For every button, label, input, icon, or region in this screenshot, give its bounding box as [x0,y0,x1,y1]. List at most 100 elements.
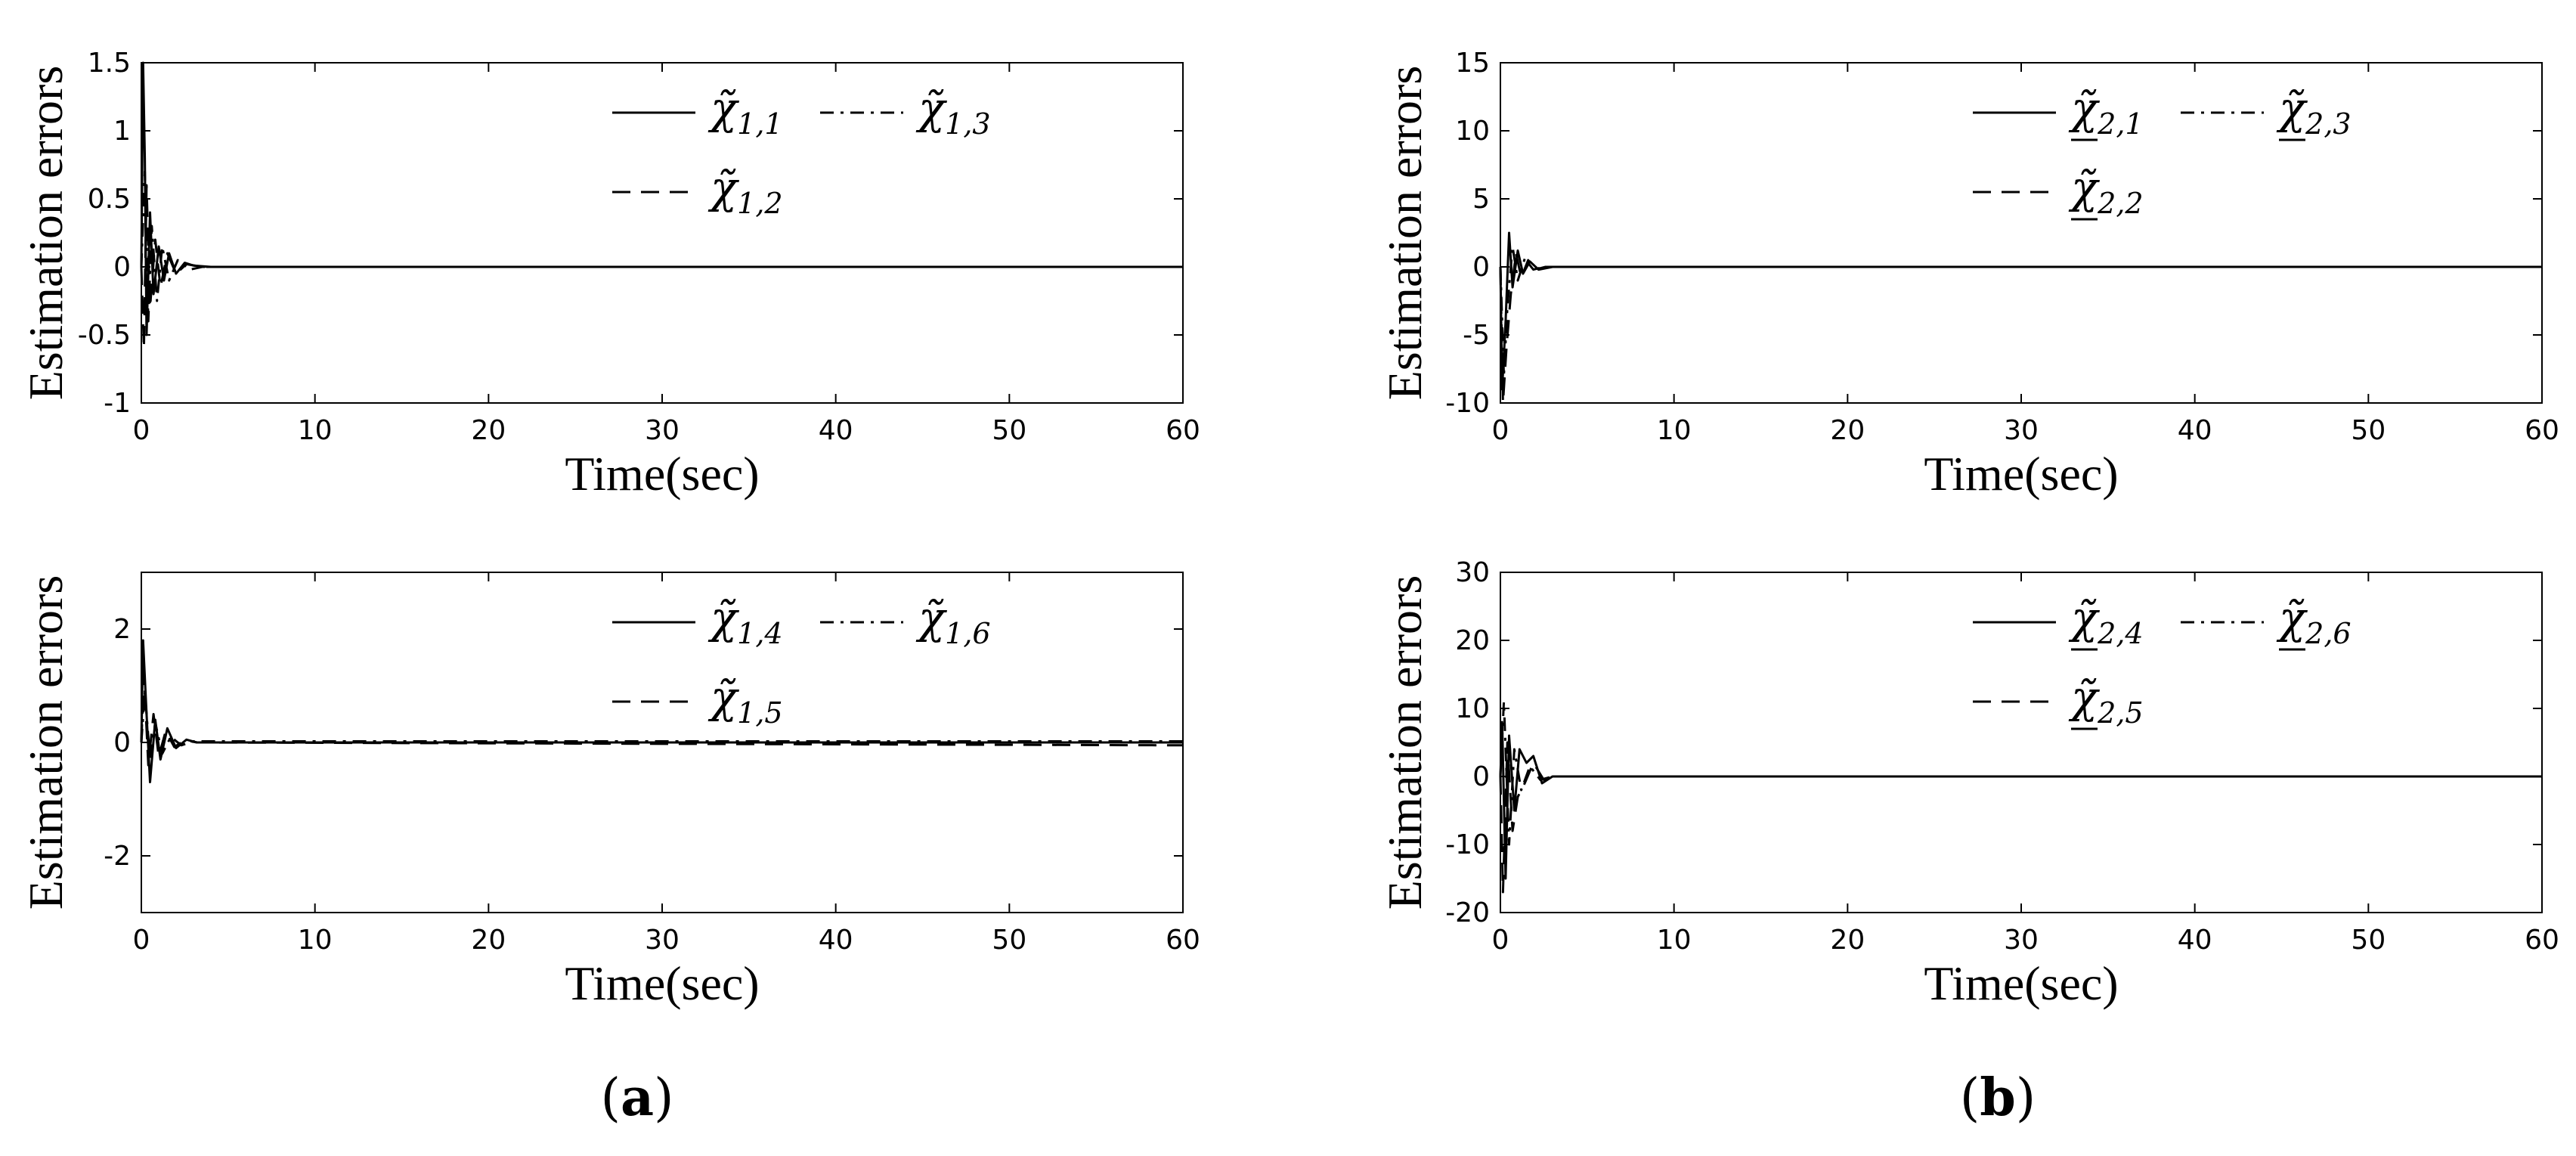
y-tick-label: -10 [1445,829,1490,860]
x-tick-label: 60 [1166,415,1200,446]
x-tick-label: 0 [1492,925,1509,956]
x-tick-label: 10 [1657,925,1692,956]
chart-panel-1: 0 10 20 30 40 50 60 -1 -0.5 0 0.5 1 1.5 Time(sec) Esti… [19,48,1200,501]
series-line-1-2 [140,184,1183,350]
legend-subscript: 1,4 [737,617,782,650]
legend-subscript: 1,5 [737,696,782,730]
legend-label-2-4: χ̃2,4 [2068,592,2144,650]
y-tick-label: -20 [1445,897,1490,928]
legend-label-2-6: χ̃2,6 [2276,592,2352,650]
series-line-1-6 [140,690,1183,761]
y-tick-label: 1.5 [88,48,131,79]
chart-panel-2: 0 10 20 30 40 50 60 -10 -5 0 5 10 15 Time(sec) Estimat… [1378,48,2559,501]
x-tick-label: 40 [819,415,853,446]
legend-subscript: 2,2 [2097,187,2143,220]
series-line-1-1 [140,61,1183,336]
y-axis-label: Estimation errors [1378,66,1432,401]
x-tick-label: 60 [1166,925,1200,956]
y-tick-label: 0 [113,727,131,758]
x-tick-label: 30 [645,415,680,446]
y-tick-label: 20 [1455,625,1490,656]
series-line-2-6 [1499,700,2542,846]
y-tick-label: 10 [1455,116,1490,147]
legend-subscript: 1,3 [945,107,990,141]
legend-label-1-3: χ̃1,3 [915,82,991,141]
y-tick-label: 0 [113,252,131,283]
legend-label-2-3: χ̃2,3 [2276,82,2352,141]
legend-label-1-5: χ̃1,5 [707,671,783,730]
series-line-2-5 [1499,741,2542,894]
x-tick-label: 60 [2525,415,2559,446]
legend-label-2-2: χ̃2,2 [2068,162,2144,220]
chart-panel-4: 0 10 20 30 40 50 60-20-100102030Time(sec)Estim… [1378,557,2559,1010]
legend-label-2-1: χ̃2,1 [2068,82,2144,141]
x-tick-label: 20 [471,925,506,956]
legend-label-1-4: χ̃1,4 [707,592,783,650]
y-tick-label: 1 [113,116,131,147]
y-axis-label: Estimation errors [19,66,73,401]
x-tick-label: 30 [2004,925,2039,956]
x-tick-label: 10 [298,415,333,446]
y-tick-label: -1 [104,388,131,419]
x-axis-label: Time(sec) [565,956,759,1010]
series-line-1-3 [140,170,1183,323]
x-tick-label: 20 [1830,415,1865,446]
x-tick-label: 30 [2004,415,2039,446]
y-axis-label: Estimation errors [1378,575,1432,910]
x-axis-label: Time(sec) [1924,956,2118,1010]
y-tick-label: 2 [113,614,131,645]
legend-label-1-6: χ̃1,6 [915,592,991,650]
x-tick-label: 0 [1492,415,1509,446]
legend-subscript: 1,2 [737,187,782,220]
y-tick-label: -5 [1463,320,1490,351]
series-line-2-4 [1499,721,2542,880]
x-tick-label: 10 [298,925,333,956]
x-tick-label: 50 [992,925,1026,956]
x-tick-label: 40 [2178,925,2212,956]
series-line-1-4 [140,639,1183,783]
y-tick-label: 30 [1455,557,1490,588]
y-tick-label: -2 [104,841,131,872]
chart-panel-3: 0 10 20 30 40 50 60 -2 0 2 Time(sec) Estimation err… [19,572,1200,1010]
y-tick-label: 0 [1472,761,1490,792]
legend-subscript: 1,1 [737,107,782,141]
x-tick-label: 50 [992,415,1026,446]
series-line-2-3 [1499,245,2542,377]
y-tick-label: 0.5 [88,184,131,215]
x-tick-label: 20 [471,415,506,446]
legend: χ̃2,1 χ̃2,2 χ̃2,3 [1973,82,2352,221]
legend-subscript: 1,6 [945,617,990,650]
legend: χ̃1,4 χ̃1,5 χ̃1,6 [612,592,991,730]
y-tick-label: -0.5 [78,320,131,351]
x-axis-label: Time(sec) [1924,447,2118,501]
x-axis-label: Time(sec) [565,447,759,501]
x-tick-label: 20 [1830,925,1865,956]
legend: χ̃2,4 χ̃2,5 χ̃2,6 [1973,592,2352,730]
series-line-2-1 [1499,231,2542,391]
x-tick-label: 50 [2351,925,2386,956]
legend-subscript: 2,5 [2097,696,2143,730]
legend: χ̃1,1 χ̃1,2 χ̃1,3 [612,82,991,220]
x-tick-label: 0 [133,925,150,956]
series-line-2-2 [1499,252,2542,404]
x-tick-label: 50 [2351,415,2386,446]
caption-a: (a) [600,1068,673,1128]
x-tick-label: 10 [1657,415,1692,446]
series-line-1-5 [140,673,1184,767]
legend-subscript: 2,6 [2305,617,2351,650]
y-axis-label: Estimation errors [19,575,73,910]
legend-label-1-2: χ̃1,2 [707,162,783,220]
y-tick-label: 0 [1472,252,1490,283]
legend-subscript: 2,3 [2305,107,2351,141]
x-tick-label: 40 [2178,415,2212,446]
x-tick-label: 40 [819,925,853,956]
x-tick-label: 0 [133,415,150,446]
caption-b: (b) [1960,1068,2036,1128]
y-tick-label: 15 [1455,48,1490,79]
legend-label-2-5: χ̃2,5 [2068,671,2144,730]
x-tick-label: 60 [2525,925,2559,956]
y-tick-label: -10 [1445,388,1490,419]
y-tick-label: 5 [1472,184,1490,215]
legend-label-1-1: χ̃1,1 [707,82,783,141]
